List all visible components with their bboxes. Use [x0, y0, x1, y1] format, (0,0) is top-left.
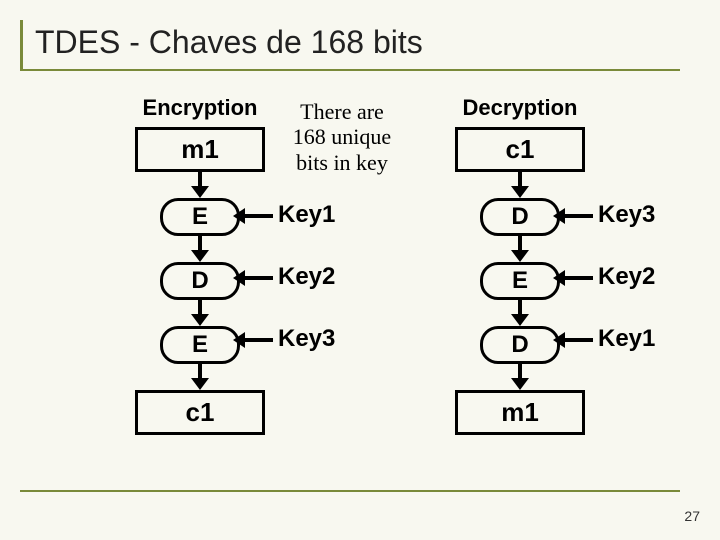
enc-step-1: E	[160, 198, 240, 236]
decryption-header: Decryption	[420, 95, 620, 121]
page-title: TDES - Chaves de 168 bits	[35, 24, 680, 61]
page-number: 27	[684, 508, 700, 524]
encryption-header: Encryption	[100, 95, 300, 121]
arrow-left-icon	[243, 214, 273, 218]
arrow-left-icon	[563, 276, 593, 280]
enc-key-1-label: Key1	[278, 201, 335, 229]
enc-output-box: c1	[135, 390, 265, 435]
arrow-left-icon	[243, 276, 273, 280]
decryption-column: Decryption c1 D E D m1	[420, 95, 620, 435]
note-line-1: There are	[282, 99, 402, 124]
arrow-left-icon	[243, 338, 273, 342]
dec-step-3: D	[480, 326, 560, 364]
dec-key-3-label: Key1	[598, 325, 655, 353]
dec-step-2: E	[480, 262, 560, 300]
enc-step-3: E	[160, 326, 240, 364]
title-container: TDES - Chaves de 168 bits	[20, 20, 680, 71]
bottom-rule	[20, 490, 680, 492]
enc-key-3-label: Key3	[278, 325, 335, 353]
enc-key-2-label: Key2	[278, 263, 335, 291]
dec-output-box: m1	[455, 390, 585, 435]
encryption-column: Encryption m1 E D E c1	[100, 95, 300, 435]
arrow-left-icon	[563, 338, 593, 342]
note-line-3: bits in key	[282, 150, 402, 175]
dec-key-1-label: Key3	[598, 201, 655, 229]
note-line-2: 168 unique	[282, 124, 402, 149]
diagram: There are 168 unique bits in key Encrypt…	[60, 95, 660, 480]
dec-input-box: c1	[455, 127, 585, 172]
enc-input-box: m1	[135, 127, 265, 172]
key-note: There are 168 unique bits in key	[282, 99, 402, 175]
dec-step-1: D	[480, 198, 560, 236]
dec-key-2-label: Key2	[598, 263, 655, 291]
title-rule: TDES - Chaves de 168 bits	[20, 20, 680, 71]
enc-step-2: D	[160, 262, 240, 300]
arrow-left-icon	[563, 214, 593, 218]
